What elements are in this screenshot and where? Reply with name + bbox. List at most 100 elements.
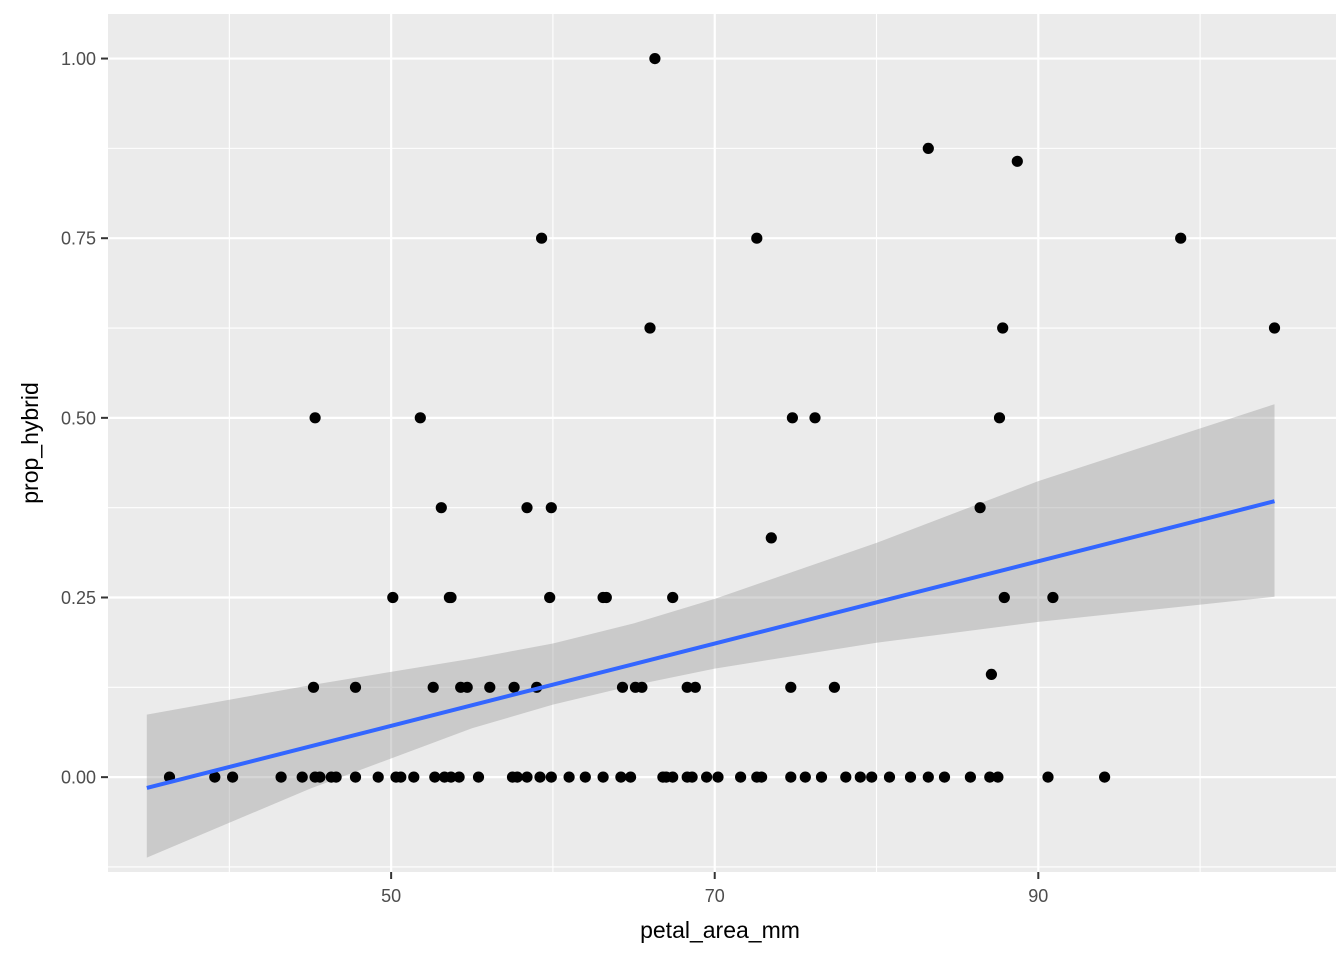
data-point bbox=[644, 322, 656, 334]
confidence-band bbox=[146, 404, 1275, 858]
data-point bbox=[1099, 771, 1111, 783]
data-point bbox=[686, 771, 698, 783]
data-point bbox=[579, 771, 591, 783]
minor-gridlines bbox=[108, 14, 1336, 872]
fit-line bbox=[146, 499, 1276, 790]
data-point bbox=[275, 771, 287, 783]
data-point bbox=[751, 232, 763, 244]
data-point bbox=[854, 771, 866, 783]
data-point bbox=[545, 502, 557, 514]
data-point bbox=[461, 681, 473, 693]
data-point bbox=[309, 412, 321, 424]
data-point bbox=[1042, 771, 1054, 783]
data-point bbox=[521, 771, 533, 783]
data-point bbox=[511, 771, 523, 783]
data-point bbox=[974, 502, 986, 514]
data-point bbox=[521, 502, 533, 514]
data-point bbox=[815, 771, 828, 783]
plot-panel bbox=[108, 14, 1336, 872]
data-point bbox=[799, 771, 811, 783]
data-point bbox=[597, 771, 609, 783]
data-point bbox=[453, 771, 465, 783]
y-tick-label: 0.00 bbox=[61, 768, 96, 788]
data-point bbox=[785, 771, 797, 783]
data-point bbox=[828, 681, 841, 693]
data-point bbox=[840, 771, 852, 783]
data-point bbox=[445, 591, 457, 604]
data-point bbox=[387, 591, 399, 604]
data-point bbox=[414, 412, 426, 424]
data-point bbox=[786, 412, 799, 424]
data-point bbox=[534, 771, 546, 783]
data-point bbox=[992, 771, 1004, 783]
data-point bbox=[349, 681, 362, 693]
y-tick-label: 0.50 bbox=[61, 408, 96, 428]
data-point bbox=[904, 771, 917, 783]
y-tick-label: 0.25 bbox=[61, 588, 96, 608]
confidence-ribbon bbox=[146, 404, 1275, 858]
data-point bbox=[427, 681, 439, 693]
data-point bbox=[701, 771, 713, 783]
x-axis-title: petal_area_mm bbox=[640, 917, 800, 943]
data-points bbox=[163, 53, 1281, 783]
data-point bbox=[712, 771, 724, 783]
data-point bbox=[922, 142, 934, 154]
data-point bbox=[785, 681, 797, 693]
data-point bbox=[408, 771, 420, 783]
x-tick-label: 50 bbox=[381, 886, 401, 906]
data-point bbox=[681, 681, 693, 693]
data-point bbox=[964, 771, 977, 783]
data-point bbox=[429, 771, 441, 783]
data-point bbox=[545, 771, 557, 783]
data-point bbox=[307, 681, 320, 693]
data-point bbox=[563, 771, 575, 783]
data-point bbox=[809, 412, 821, 424]
data-point bbox=[1047, 591, 1059, 604]
data-point bbox=[984, 771, 996, 783]
x-axis: 50 70 90 bbox=[381, 872, 1048, 906]
y-tick-label: 1.00 bbox=[61, 49, 96, 69]
data-point bbox=[636, 681, 648, 693]
data-point bbox=[615, 771, 627, 783]
data-point bbox=[938, 771, 951, 783]
data-point bbox=[765, 532, 777, 544]
data-point bbox=[649, 53, 661, 65]
data-point bbox=[209, 771, 221, 783]
data-point bbox=[997, 322, 1009, 334]
y-tick-label: 0.75 bbox=[61, 229, 96, 249]
x-tick-label: 90 bbox=[1028, 886, 1048, 906]
data-point bbox=[993, 412, 1006, 424]
data-point bbox=[985, 668, 998, 681]
major-gridlines bbox=[108, 14, 1336, 872]
data-point bbox=[435, 502, 447, 514]
data-point bbox=[296, 771, 308, 783]
data-point bbox=[1268, 322, 1281, 334]
data-point bbox=[756, 771, 768, 783]
data-point bbox=[544, 591, 556, 604]
y-axis-title: prop_hybrid bbox=[17, 382, 43, 503]
data-point bbox=[689, 681, 701, 693]
data-point bbox=[508, 681, 520, 693]
data-point bbox=[998, 591, 1010, 604]
data-point bbox=[616, 681, 629, 693]
data-point bbox=[922, 771, 934, 783]
data-point bbox=[883, 771, 896, 783]
data-point bbox=[227, 771, 239, 783]
data-point bbox=[667, 771, 679, 783]
data-point bbox=[372, 771, 384, 783]
data-point bbox=[445, 771, 457, 783]
data-point bbox=[667, 591, 679, 604]
data-point bbox=[866, 771, 878, 783]
x-tick-label: 70 bbox=[705, 886, 725, 906]
data-point bbox=[395, 771, 407, 783]
data-point bbox=[472, 771, 485, 783]
data-point bbox=[625, 771, 637, 783]
data-point bbox=[484, 681, 496, 693]
data-point bbox=[735, 771, 747, 783]
data-point bbox=[349, 771, 362, 783]
data-point bbox=[536, 232, 548, 244]
data-point bbox=[314, 771, 326, 783]
y-axis: 0.00 0.25 0.50 0.75 1.00 bbox=[61, 49, 108, 788]
data-point bbox=[330, 771, 342, 783]
